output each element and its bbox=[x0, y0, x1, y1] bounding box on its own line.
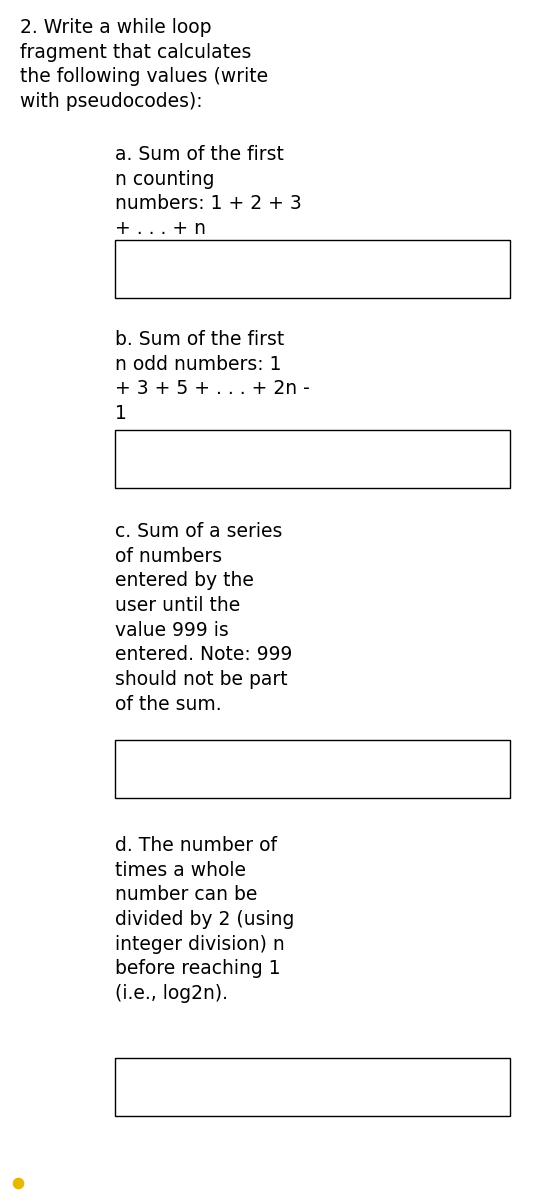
Text: d. The number of
times a whole
number can be
divided by 2 (using
integer divisio: d. The number of times a whole number ca… bbox=[115, 836, 294, 1003]
Text: 2. Write a while loop
fragment that calculates
the following values (write
with : 2. Write a while loop fragment that calc… bbox=[20, 18, 268, 112]
Text: a. Sum of the first
n counting
numbers: 1 + 2 + 3
+ . . . + n: a. Sum of the first n counting numbers: … bbox=[115, 145, 302, 238]
Point bbox=[14, 1174, 23, 1193]
Bar bbox=[115, 430, 510, 488]
Bar bbox=[115, 740, 510, 798]
Bar bbox=[115, 1058, 510, 1116]
Text: c. Sum of a series
of numbers
entered by the
user until the
value 999 is
entered: c. Sum of a series of numbers entered by… bbox=[115, 522, 292, 714]
Bar bbox=[115, 240, 510, 298]
Text: b. Sum of the first
n odd numbers: 1
+ 3 + 5 + . . . + 2n -
1: b. Sum of the first n odd numbers: 1 + 3… bbox=[115, 330, 310, 424]
